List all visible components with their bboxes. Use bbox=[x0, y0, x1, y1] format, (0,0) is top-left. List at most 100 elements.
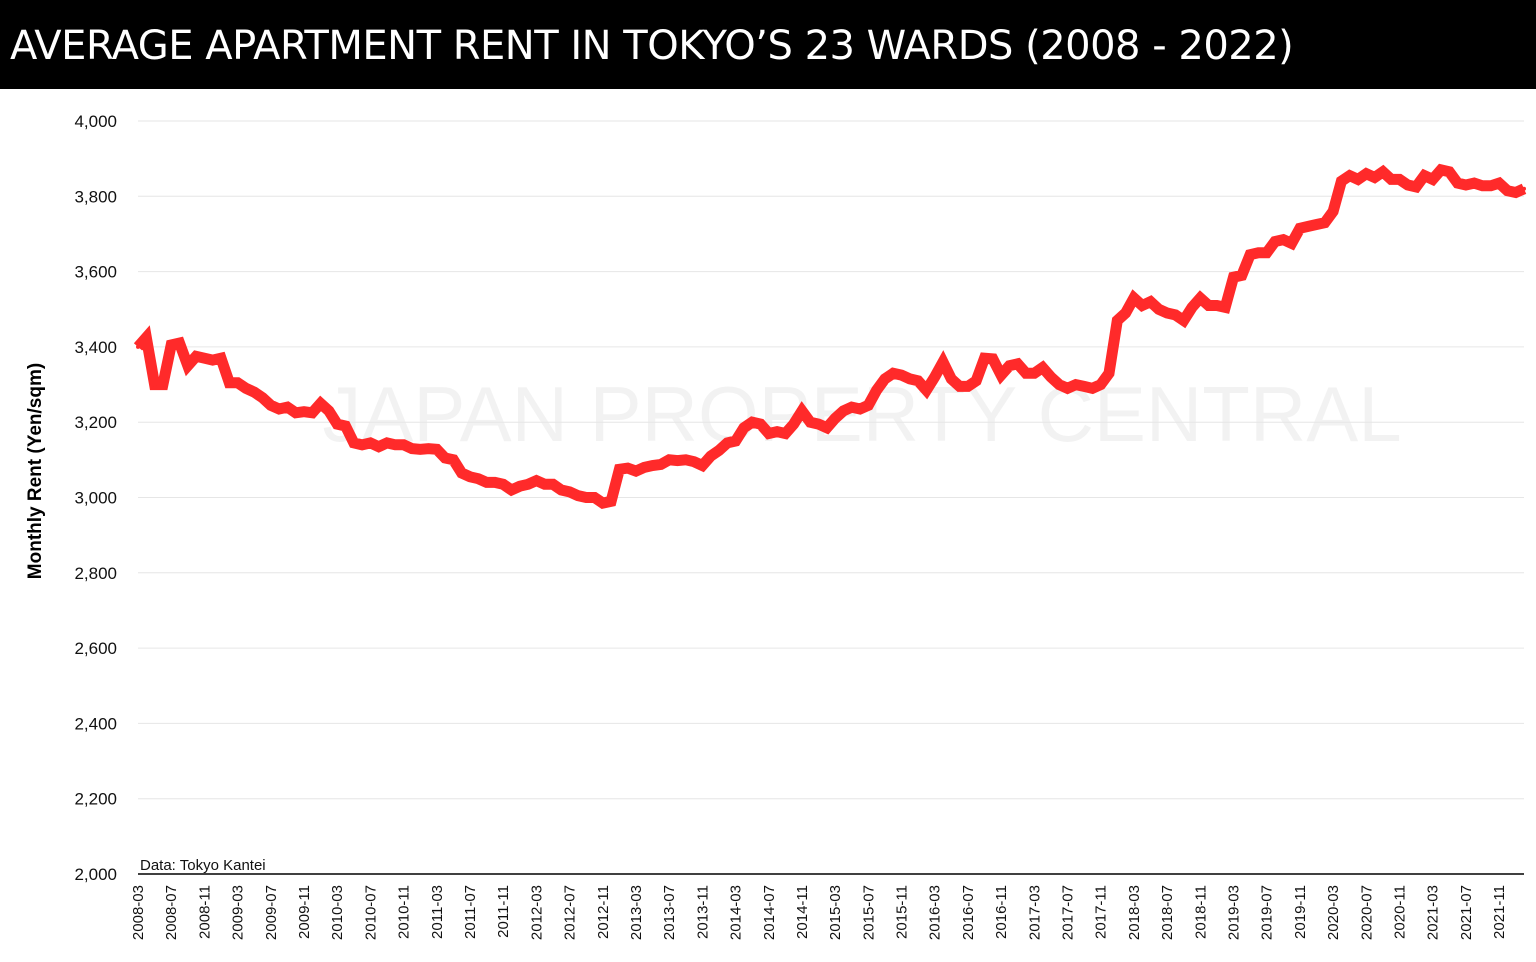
data-point bbox=[816, 422, 821, 427]
x-tick-label: 2009-03 bbox=[230, 885, 247, 940]
x-tick-label: 2009-07 bbox=[263, 885, 280, 940]
data-point bbox=[1339, 179, 1344, 184]
x-tick-label: 2008-03 bbox=[130, 885, 147, 940]
data-point bbox=[1405, 183, 1410, 187]
data-point bbox=[733, 439, 738, 443]
data-point bbox=[169, 343, 174, 347]
x-tick-label: 2015-03 bbox=[827, 885, 844, 940]
data-point bbox=[1513, 190, 1518, 195]
x-tick-label: 2013-07 bbox=[661, 885, 678, 940]
data-point bbox=[725, 440, 730, 445]
y-tick-label: 2,000 bbox=[74, 865, 117, 884]
data-point bbox=[1331, 209, 1336, 214]
data-point bbox=[874, 388, 879, 393]
data-point bbox=[368, 440, 373, 445]
data-point bbox=[1198, 296, 1203, 300]
x-tick-label: 2019-03 bbox=[1226, 885, 1243, 940]
data-point bbox=[1231, 275, 1236, 280]
data-point bbox=[409, 446, 414, 451]
data-point bbox=[468, 474, 472, 479]
data-point bbox=[882, 376, 887, 381]
x-tick-label: 2020-03 bbox=[1325, 885, 1342, 940]
data-point bbox=[1372, 175, 1377, 180]
x-tick-label: 2011-11 bbox=[495, 885, 512, 938]
data-point bbox=[1505, 188, 1510, 193]
data-point bbox=[376, 444, 381, 449]
data-point bbox=[808, 420, 813, 425]
data-point bbox=[1380, 169, 1385, 174]
data-point bbox=[551, 482, 555, 487]
data-point bbox=[849, 405, 854, 410]
data-point bbox=[1173, 312, 1178, 317]
data-point bbox=[351, 440, 356, 445]
x-tick-label: 2017-03 bbox=[1026, 885, 1043, 940]
data-point bbox=[1422, 173, 1427, 178]
data-point bbox=[1082, 384, 1087, 389]
data-point bbox=[1214, 303, 1219, 308]
data-point bbox=[227, 380, 232, 385]
x-tick-label: 2008-11 bbox=[196, 885, 213, 939]
data-point bbox=[617, 467, 622, 472]
data-point bbox=[932, 375, 937, 379]
data-point bbox=[418, 447, 423, 452]
x-tick-label: 2012-03 bbox=[528, 885, 545, 940]
data-point bbox=[476, 476, 481, 481]
data-point bbox=[1414, 184, 1419, 189]
data-point bbox=[1123, 311, 1128, 315]
y-tick-label: 4,000 bbox=[74, 112, 117, 131]
data-point bbox=[949, 376, 954, 381]
x-tick-label: 2018-03 bbox=[1126, 885, 1143, 940]
data-point bbox=[1447, 169, 1452, 174]
x-tick-label: 2008-07 bbox=[163, 885, 180, 940]
data-point bbox=[650, 463, 655, 468]
data-point bbox=[277, 407, 282, 411]
data-point bbox=[783, 431, 788, 436]
data-point bbox=[459, 471, 464, 475]
data-point bbox=[343, 424, 348, 428]
data-point bbox=[1181, 318, 1186, 323]
data-point bbox=[160, 382, 165, 387]
data-point bbox=[1488, 183, 1493, 188]
data-point bbox=[210, 358, 215, 363]
x-tick-label: 2015-07 bbox=[860, 885, 877, 940]
data-point bbox=[393, 442, 398, 447]
data-point bbox=[642, 465, 647, 470]
chart-title: AVERAGE APARTMENT RENT IN TOKYO’S 23 WAR… bbox=[10, 23, 1294, 69]
data-point bbox=[924, 388, 929, 393]
data-point bbox=[758, 422, 763, 427]
data-point bbox=[1032, 371, 1037, 376]
data-point bbox=[1455, 181, 1460, 186]
data-point bbox=[185, 363, 190, 368]
x-tick-label: 2014-07 bbox=[761, 885, 778, 940]
data-point bbox=[999, 373, 1004, 378]
data-point bbox=[741, 425, 746, 430]
data-point bbox=[1522, 186, 1526, 191]
data-point bbox=[1264, 250, 1269, 255]
data-point bbox=[750, 420, 755, 425]
line-chart: JAPAN PROPERTY CENTRAL 2,0002,2002,4002,… bbox=[25, 112, 1527, 940]
data-point bbox=[1480, 183, 1485, 188]
data-point bbox=[260, 395, 265, 400]
x-axis-ticks: 2008-03 2008-07 2008-11 2009-03 2009-07 2009-… bbox=[130, 885, 1508, 940]
data-point bbox=[866, 403, 871, 408]
data-point bbox=[1090, 386, 1095, 391]
x-tick-label: 2017-07 bbox=[1060, 885, 1077, 940]
data-point bbox=[625, 466, 630, 471]
x-tick-label: 2015-11 bbox=[894, 885, 911, 939]
data-point bbox=[1314, 222, 1319, 227]
data-point bbox=[609, 499, 614, 504]
data-point bbox=[1140, 303, 1145, 308]
data-point bbox=[401, 442, 406, 447]
x-tick-label: 2019-11 bbox=[1292, 885, 1309, 939]
data-point bbox=[434, 447, 439, 452]
y-tick-label: 2,200 bbox=[74, 790, 117, 809]
data-point bbox=[1057, 382, 1062, 387]
x-tick-label: 2010-07 bbox=[362, 885, 379, 940]
data-point bbox=[177, 341, 182, 346]
data-point bbox=[1273, 239, 1277, 244]
data-point bbox=[1107, 371, 1111, 376]
x-tick-label: 2019-07 bbox=[1259, 885, 1276, 940]
data-point bbox=[717, 448, 721, 453]
x-tick-label: 2018-11 bbox=[1192, 885, 1209, 939]
data-point bbox=[517, 484, 522, 489]
